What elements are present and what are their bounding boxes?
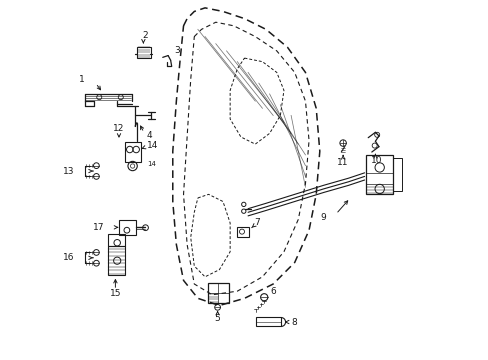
Bar	[207, 283, 228, 303]
Text: 2: 2	[142, 31, 148, 40]
Text: 4: 4	[146, 131, 152, 140]
Text: 3: 3	[174, 46, 180, 55]
Text: 8: 8	[291, 318, 297, 327]
Bar	[236, 226, 249, 237]
Text: 7: 7	[254, 218, 260, 227]
Text: 10: 10	[371, 157, 382, 166]
Text: 6: 6	[270, 287, 276, 296]
Text: 12: 12	[113, 124, 124, 133]
Text: 11: 11	[337, 158, 348, 167]
Text: 17: 17	[93, 223, 104, 232]
Bar	[255, 318, 281, 326]
Text: 13: 13	[63, 167, 75, 176]
Text: 14: 14	[147, 141, 158, 150]
Text: 5: 5	[214, 314, 220, 323]
Bar	[366, 155, 392, 194]
Bar	[392, 158, 402, 191]
Bar	[119, 220, 136, 234]
Text: 15: 15	[109, 289, 121, 298]
Bar	[124, 142, 141, 162]
Bar	[107, 246, 125, 275]
Bar	[137, 47, 150, 58]
Bar	[107, 234, 125, 246]
Text: 14: 14	[147, 161, 156, 167]
Text: 16: 16	[63, 253, 75, 262]
Text: 1: 1	[78, 75, 84, 84]
Text: 9: 9	[320, 213, 325, 222]
